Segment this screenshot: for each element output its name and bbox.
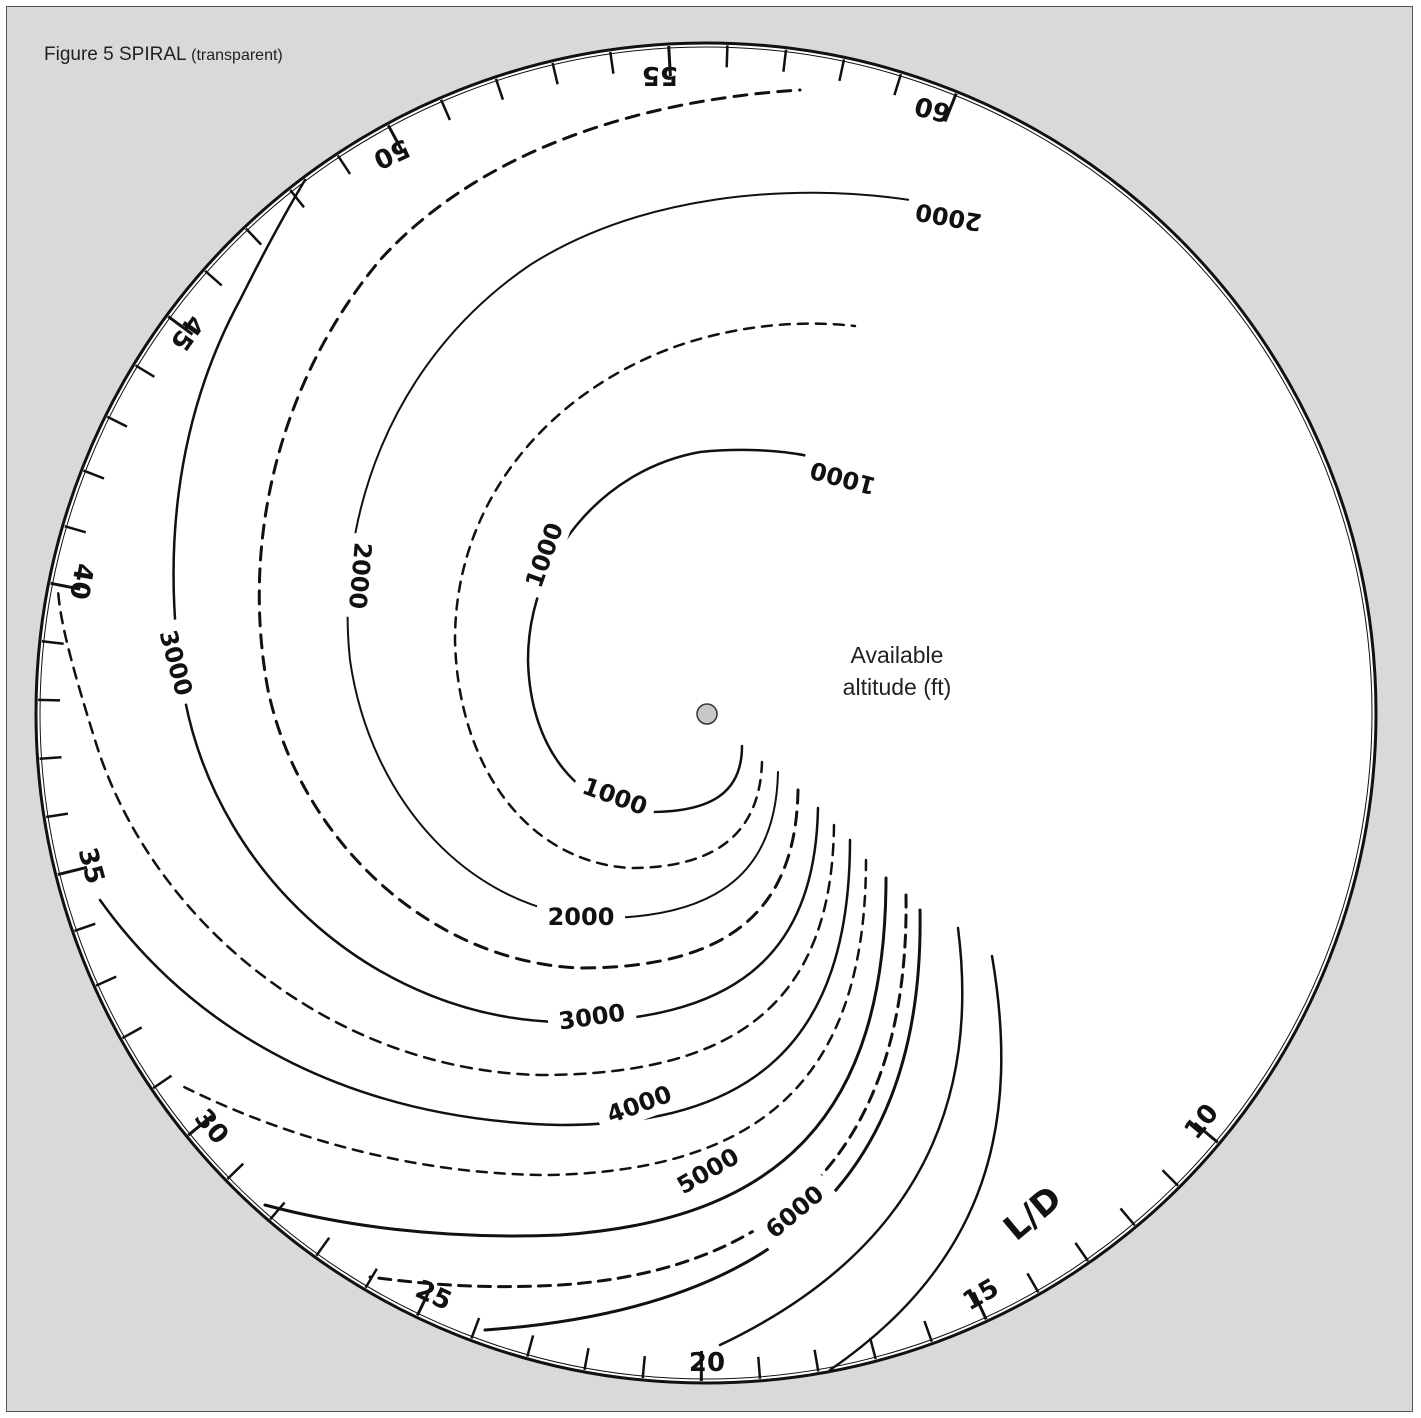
contour-2500 — [257, 88, 802, 970]
scale-tick — [39, 755, 62, 760]
scale-tick — [1074, 1242, 1090, 1262]
scale-tick — [315, 1236, 331, 1257]
scale-tick — [1119, 1207, 1136, 1227]
scale-tick — [121, 1026, 143, 1040]
scale-tick — [50, 581, 81, 591]
scale-tick — [494, 78, 505, 101]
figure-title: Figure 5 SPIRAL (transparent) — [44, 44, 283, 66]
figure-subtitle: (transparent) — [191, 47, 283, 64]
scale-tick — [470, 1317, 481, 1339]
scale-tick — [64, 524, 87, 534]
scale-tick — [83, 469, 105, 480]
scale-tick — [551, 62, 559, 85]
scale-tick — [38, 698, 61, 702]
scale-tick — [269, 1201, 286, 1221]
scale-tick — [187, 1115, 213, 1137]
scale-tick — [526, 1335, 535, 1357]
scale-tick — [152, 1074, 173, 1090]
contour-5500 — [368, 893, 908, 1289]
scale-tick — [725, 45, 729, 68]
contour-6500 — [718, 926, 964, 1347]
scale-tick — [1026, 1272, 1040, 1294]
contour-5000 — [263, 876, 888, 1238]
contour-4500 — [178, 858, 868, 1177]
scale-tick — [245, 227, 263, 246]
scale-tick — [226, 1162, 245, 1180]
scale-tick — [439, 99, 452, 121]
scale-tick — [609, 51, 615, 74]
scale-tick — [134, 364, 156, 378]
scale-tick — [583, 1347, 590, 1371]
scale-ticks — [38, 45, 1219, 1382]
contour-3500 — [56, 588, 836, 1077]
scale-tick — [972, 1291, 988, 1321]
scale-tick — [95, 975, 117, 987]
scale-tick — [667, 45, 672, 77]
scale-tick — [838, 59, 846, 82]
center-caption-line2: altitude (ft) — [843, 674, 952, 700]
scale-tick — [74, 922, 96, 933]
scale-tick — [386, 124, 404, 153]
scale-tick — [416, 1287, 432, 1317]
figure-title-text: Figure 5 SPIRAL — [44, 44, 186, 65]
scale-tick — [868, 1337, 877, 1360]
scale-tick — [167, 315, 194, 336]
contour-label-2000-b: 2000 — [343, 541, 377, 610]
scale-tick — [57, 865, 88, 877]
scale-tick — [41, 640, 64, 645]
pivot-hole — [696, 703, 718, 725]
contour-2000 — [346, 191, 911, 920]
center-caption: Available altitude (ft) — [843, 642, 952, 700]
scale-tick — [813, 1349, 820, 1372]
scale-tick — [1161, 1169, 1179, 1187]
contour-1500 — [453, 322, 857, 870]
scale-tick — [641, 1355, 647, 1379]
scale-tick — [106, 415, 128, 428]
contour-4000 — [98, 838, 852, 1127]
scale-tick — [893, 73, 903, 96]
scale-label-40: 40 — [63, 561, 99, 602]
center-caption-line1: Available — [851, 642, 944, 668]
scale-tick — [757, 1356, 762, 1379]
scale-tick — [204, 269, 223, 287]
scale-tick — [943, 93, 958, 123]
scale-tick — [336, 154, 352, 175]
scale-label-55: 55 — [642, 60, 678, 90]
disc-inner-rim — [39, 46, 1373, 1380]
scale-tick — [289, 189, 305, 209]
contour-7000 — [828, 954, 1003, 1372]
scale-tick — [46, 812, 69, 819]
scale-label-20: 20 — [689, 1348, 725, 1378]
scale-tick — [782, 49, 788, 72]
contour-label-2000-c: 2000 — [548, 903, 615, 931]
contour-3000 — [172, 178, 820, 1024]
scale-tick — [1193, 1121, 1219, 1144]
contour-1000 — [526, 448, 810, 814]
scale-tick — [923, 1320, 933, 1343]
